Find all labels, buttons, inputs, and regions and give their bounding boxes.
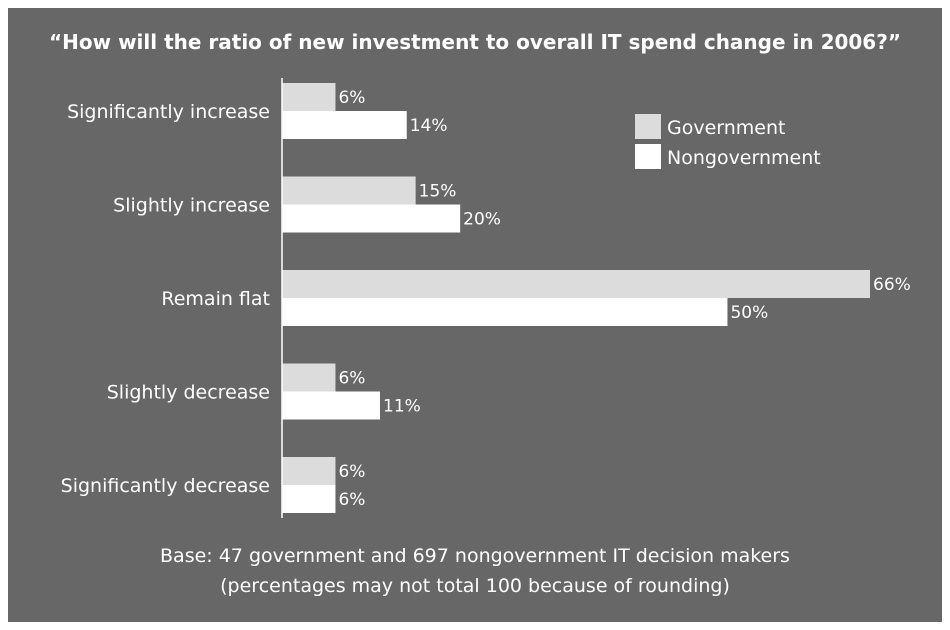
category-label: Significantly decrease — [61, 475, 270, 497]
legend-label-nongovernment: Nongovernment — [667, 147, 821, 169]
value-label: 6% — [338, 88, 365, 108]
legend-label-government: Government — [667, 117, 786, 139]
value-label: 14% — [410, 116, 448, 136]
value-label: 6% — [338, 369, 365, 389]
bar-nongovernment — [282, 111, 407, 139]
bar-government — [282, 363, 336, 392]
bar-government — [282, 457, 336, 485]
chart-title: “How will the ratio of new investment to… — [49, 30, 901, 54]
bar-nongovernment — [282, 391, 380, 420]
footnote-base: Base: 47 government and 697 nongovernmen… — [160, 545, 790, 567]
value-label: 15% — [419, 182, 457, 202]
category-label: Slightly increase — [113, 195, 270, 217]
category-label: Significantly increase — [67, 101, 270, 123]
value-label: 11% — [383, 397, 421, 417]
bar-government — [282, 270, 870, 298]
value-label: 20% — [463, 210, 501, 230]
category-label: Remain flat — [161, 288, 270, 310]
bar-nongovernment — [282, 485, 336, 513]
bar-government — [282, 83, 336, 111]
value-label: 50% — [730, 303, 768, 323]
value-label: 6% — [338, 490, 365, 510]
legend-swatch-government — [635, 114, 661, 139]
legend-swatch-nongovernment — [635, 144, 661, 169]
value-label: 6% — [338, 462, 365, 482]
value-label: 66% — [873, 275, 911, 295]
category-label: Slightly decrease — [107, 382, 270, 404]
bar-nongovernment — [282, 204, 461, 233]
bar-nongovernment — [282, 298, 728, 326]
footnote-rounding: (percentages may not total 100 because o… — [220, 575, 730, 597]
bar-government — [282, 176, 416, 205]
